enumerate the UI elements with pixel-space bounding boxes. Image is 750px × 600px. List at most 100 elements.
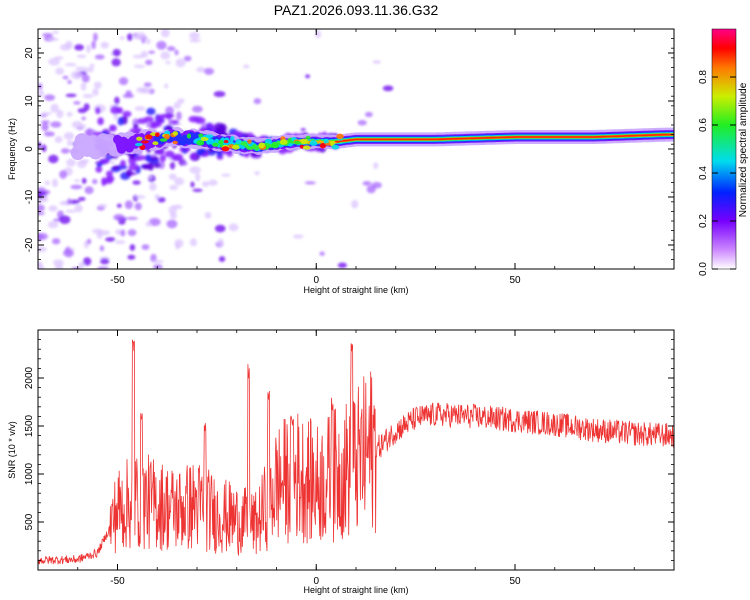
spectrogram-noise-blob [40,111,52,116]
spectrogram-noise-blob [126,216,138,220]
spectrogram-noise-blob [91,40,96,50]
spectrogram-noise-blob [195,172,201,182]
spectrogram-noise-blob [38,204,45,212]
spectrogram-ytick-label: 0 [24,146,35,152]
snr-xtick-label: 50 [509,576,521,587]
spectrogram-noise-blob [127,254,136,260]
spectrogram-noise-blob [73,101,81,105]
spectrogram-cloud-blob [155,115,165,124]
spectrogram-noise-blob [83,103,90,111]
spectrogram-noise-blob [63,249,75,258]
spectrogram-peak-blob [172,131,179,136]
spectrogram-noise-blob [218,256,226,262]
spectrogram-noise-blob [319,251,325,256]
spectrogram-peak-blob [159,138,168,142]
spectrogram-noise-blob [54,263,64,269]
snr-ticks: -50 0 50 500 1000 1500 2000 [24,329,675,587]
spectrogram-cloud-blob [135,127,143,133]
spectrogram-cloud-blob [110,106,121,115]
spectrogram-noise-blob [337,262,347,269]
spectrogram-noise-blob [82,257,92,266]
spectrogram-cloud-blob [164,150,175,158]
spectrogram-peak-blob [336,133,344,140]
spectrogram-peak-blob [223,140,229,144]
spectrogram-noise-blob [59,215,71,225]
spectrogram-noise-blob [145,221,152,227]
spectrogram-blobs [38,29,394,269]
spectrogram-noise-blob [208,179,218,186]
spectrogram-noise-blob [112,48,121,57]
spectrogram-xtick-label: 0 [313,275,319,286]
spectrogram-noise-blob [47,221,59,229]
spectrogram-noise-blob [43,131,55,137]
spectrogram-noise-blob [94,54,105,60]
spectrogram-noise-blob [156,40,167,50]
spectrogram-noise-blob [38,141,42,149]
spectrogram-noise-blob [169,211,178,220]
spectrogram-cloud-blob [125,169,133,177]
spectrogram-noise-blob [86,128,92,137]
spectrogram-noise-blob [134,106,146,111]
spectrogram-noise-blob [81,74,90,83]
spectrogram-peak-blob [212,142,219,147]
spectrogram-noise-blob [99,258,110,265]
spectrogram-cloud-blob [102,178,114,185]
spectrogram-noise-blob [114,240,126,244]
snr-panel: -50 0 50 500 1000 1500 2000 Height of straight… [7,329,675,595]
spectrogram-ytick-label: -10 [24,189,35,204]
spectrogram-noise-blob [157,197,166,203]
spectrogram-cloud-blob [99,158,111,164]
snr-ytick-label: 2000 [24,366,35,389]
spectrogram-noise-blob [221,173,231,177]
snr-ytick-label: 500 [24,513,35,530]
spectrogram-noise-blob [110,160,115,164]
spectrogram-noise-blob [74,179,81,183]
spectrogram-cloud-blob [95,166,103,173]
colorbar-gradient [711,28,737,270]
colorbar-tick-label: 0.6 [698,118,709,132]
spectrogram-cloud-blob [97,117,104,126]
spectrogram-noise-blob [78,261,85,269]
spectrogram-cloud-blob [112,165,119,170]
spectrogram-noise-blob [169,184,179,191]
spectrogram-noise-blob [116,203,122,208]
spectrogram-noise-blob [167,46,176,52]
spectrogram-noise-blob [292,234,304,239]
spectrogram-peak-blob [264,138,273,144]
spectrogram-cloud-blob [213,122,225,131]
spectrogram-noise-blob [74,204,83,213]
spectrogram-noise-blob [183,55,192,62]
spectrogram-noise-blob [71,121,83,129]
spectrogram-noise-blob [141,244,150,250]
spectrogram-noise-blob [254,171,260,176]
spectrogram-noise-blob [70,184,83,190]
spectrogram-noise-blob [140,87,152,94]
spectrogram-noise-blob [118,77,129,86]
spectrogram-noise-blob [190,181,195,188]
spectrogram-noise-blob [67,198,72,205]
spectrogram-noise-blob [214,224,226,233]
spectrogram-cloud-blob [190,152,196,161]
spectrogram-noise-blob [351,199,359,209]
spectrogram-noise-blob [148,50,156,54]
spectrogram-noise-blob [80,82,87,91]
spectrogram-noise-blob [373,162,379,170]
spectrogram-noise-blob [40,120,50,124]
spectrogram-noise-blob [44,94,56,101]
spectrogram-cloud-blob [170,119,179,125]
spectrogram-noise-blob [50,121,62,128]
spectrogram-noise-blob [192,188,203,193]
spectrogram-peak-blob [279,139,288,145]
spectrogram-noise-blob [86,44,91,54]
spectrogram-noise-blob [304,181,316,185]
spectrogram-noise-blob [177,98,185,104]
chart-title: PAZ1.2026.093.11.36.G32 [274,2,439,18]
spectrogram-panel: -50 0 50 -20 -10 0 10 20 Height of straight lin… [7,28,675,295]
spectrogram-noise-blob [53,218,61,222]
spectrogram-noise-blob [59,170,68,179]
spectrogram-noise-blob [160,29,170,38]
spectrogram-noise-blob [84,186,94,195]
spectrogram-cloud-blob [149,156,159,161]
spectrogram-noise-blob [92,178,98,185]
spectrogram-noise-blob [134,202,142,211]
